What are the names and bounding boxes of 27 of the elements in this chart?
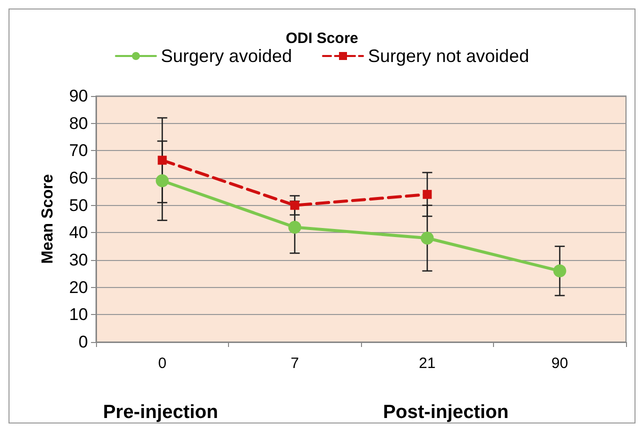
y-tick-label: 0	[78, 332, 88, 352]
y-tick-label: 70	[69, 141, 88, 160]
legend-label: Surgery avoided	[160, 46, 292, 66]
legend-label: Surgery not avoided	[368, 46, 530, 66]
chart-title: ODI Score	[286, 30, 358, 47]
point	[422, 190, 432, 199]
x-tick-label: 7	[290, 355, 299, 372]
point	[553, 264, 566, 278]
y-tick-label: 10	[69, 305, 88, 324]
point	[420, 232, 434, 245]
y-tick-label: 90	[69, 86, 88, 106]
point	[288, 220, 302, 234]
point	[156, 174, 169, 188]
y-tick-label: 30	[69, 250, 88, 270]
point	[290, 200, 300, 210]
x-tick-label: 0	[158, 355, 166, 372]
y-tick-label: 40	[69, 223, 88, 242]
y-tick-label: 80	[69, 114, 88, 133]
y-tick-label: 20	[69, 278, 88, 297]
y-tick-label: 50	[69, 196, 88, 215]
y-axis-title: Mean Score	[40, 174, 56, 264]
x-tick-label: 90	[551, 355, 568, 372]
text: Pre-injection	[103, 402, 218, 423]
y-tick-label: 60	[69, 168, 88, 188]
x-tick-label: 21	[418, 355, 436, 372]
point	[158, 156, 167, 165]
text: Post-injection	[383, 402, 509, 423]
